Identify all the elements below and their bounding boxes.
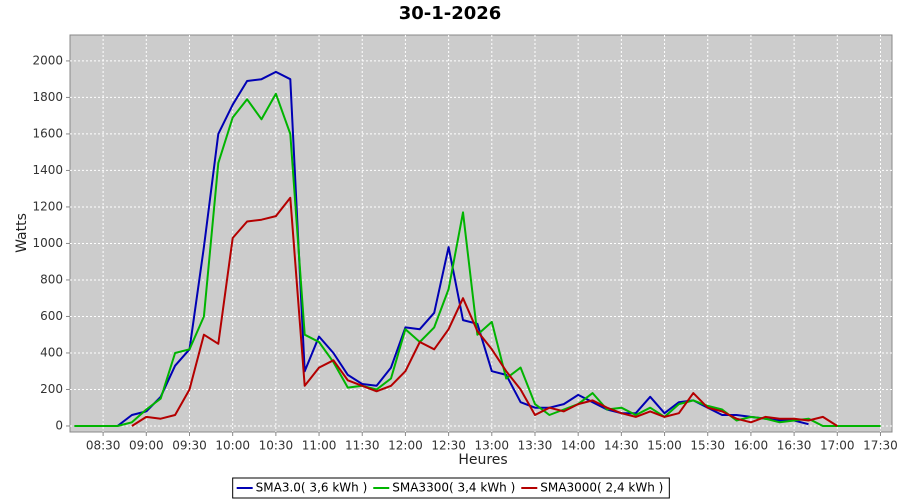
x-tick-label: 13:00 [474, 439, 509, 453]
y-tick-label: 0 [55, 418, 63, 432]
x-axis-label: Heures [458, 452, 507, 468]
x-tick-label: 08:30 [86, 439, 121, 453]
x-tick-label: 16:00 [734, 439, 769, 453]
legend-label: SMA3.0( 3,6 kWh ) [256, 481, 368, 495]
x-tick-label: 11:00 [302, 439, 337, 453]
x-tick-label: 13:30 [518, 439, 553, 453]
y-tick-label: 800 [40, 272, 63, 286]
series-line [131, 196, 838, 427]
x-tick-label: 11:30 [345, 439, 380, 453]
y-tick-label: 1600 [32, 126, 63, 140]
chart-title: 30-1-2026 [399, 3, 502, 24]
x-tick-label: 09:00 [129, 439, 164, 453]
x-tick-label: 17:30 [863, 439, 898, 453]
x-tick-label: 12:00 [388, 439, 423, 453]
x-tick-label: 09:30 [172, 439, 207, 453]
legend-label: SMA3300( 3,4 kWh ) [392, 481, 515, 495]
y-tick-label: 1000 [32, 236, 63, 250]
x-tick-label: 10:30 [259, 439, 294, 453]
y-tick-label: 1800 [32, 90, 63, 104]
x-tick-label: 14:30 [604, 439, 639, 453]
y-tick-label: 600 [40, 309, 63, 323]
x-tick-label: 12:30 [431, 439, 466, 453]
x-tick-label: 10:00 [215, 439, 250, 453]
y-tick-label: 1200 [32, 199, 63, 213]
x-tick-label: 16:30 [777, 439, 812, 453]
legend: SMA3.0( 3,6 kWh ) SMA3300( 3,4 kWh ) SMA30… [232, 477, 670, 499]
y-tick-label: 400 [40, 345, 63, 359]
legend-label: SMA3000( 2,4 kWh ) [540, 481, 663, 495]
series-line [74, 92, 881, 427]
y-tick-label: 1400 [32, 163, 63, 177]
y-tick-label: 200 [40, 382, 63, 396]
x-tick-label: 14:00 [561, 439, 596, 453]
plot-area [69, 34, 893, 433]
x-tick-label: 15:30 [690, 439, 725, 453]
x-tick-label: 15:00 [647, 439, 682, 453]
x-tick-label: 17:00 [820, 439, 855, 453]
y-tick-label: 2000 [32, 53, 63, 67]
y-axis-label: Watts [14, 213, 30, 253]
legend-box [232, 477, 670, 499]
